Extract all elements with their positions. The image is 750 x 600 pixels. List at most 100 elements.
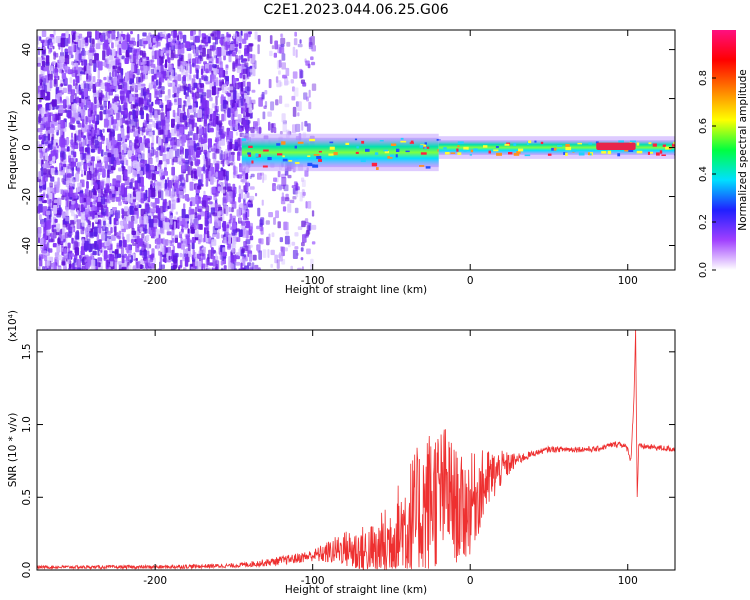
heatmap-cell bbox=[121, 55, 125, 60]
heatmap-cell bbox=[168, 64, 173, 73]
heatmap-cell bbox=[143, 65, 148, 74]
heatmap-cell bbox=[54, 149, 59, 159]
heatmap-cell bbox=[157, 86, 161, 90]
heatmap-cell bbox=[76, 63, 78, 70]
heatmap-cell bbox=[250, 126, 255, 133]
heatmap-cell bbox=[257, 207, 261, 217]
heatmap-cell bbox=[122, 239, 127, 248]
heatmap-cell bbox=[376, 167, 379, 170]
heatmap-cell bbox=[254, 122, 258, 131]
heatmap-cell bbox=[97, 136, 101, 142]
heatmap-cell bbox=[286, 41, 291, 47]
heatmap-cell bbox=[207, 48, 212, 59]
heatmap-cell bbox=[262, 165, 268, 168]
heatmap-cell bbox=[62, 174, 67, 180]
heatmap-cell bbox=[288, 160, 293, 162]
heatmap-cell bbox=[238, 127, 243, 133]
heatmap-cell bbox=[215, 171, 218, 178]
heatmap-cell bbox=[67, 111, 72, 119]
heatmap-cell bbox=[112, 178, 117, 187]
heatmap-cell bbox=[131, 230, 136, 235]
heatmap-cell bbox=[57, 197, 62, 206]
heatmap-cell bbox=[97, 78, 101, 84]
heatmap-cell bbox=[311, 45, 316, 52]
heatmap-cell bbox=[307, 201, 312, 209]
heatmap-cell bbox=[578, 152, 585, 156]
heatmap-cell bbox=[150, 63, 156, 68]
heatmap-cell bbox=[238, 35, 243, 42]
heatmap-cell bbox=[222, 251, 227, 257]
heatmap-cell bbox=[42, 78, 46, 86]
heatmap-cell bbox=[227, 191, 233, 201]
heatmap-cell bbox=[92, 76, 96, 83]
heatmap-cell bbox=[130, 255, 133, 263]
heatmap-cell bbox=[86, 232, 91, 238]
x-tick-label: 0 bbox=[467, 575, 474, 587]
heatmap-cell bbox=[157, 137, 162, 146]
heatmap-cell bbox=[151, 59, 154, 65]
heatmap-cell bbox=[164, 257, 167, 263]
heatmap-cell bbox=[275, 99, 279, 106]
heatmap-cell bbox=[649, 151, 653, 154]
heatmap-cell bbox=[47, 39, 50, 49]
heatmap-cell bbox=[84, 256, 88, 262]
heatmap-cell bbox=[80, 204, 84, 213]
heatmap-cell bbox=[220, 234, 224, 239]
heatmap-cell bbox=[172, 245, 175, 256]
heatmap-cell bbox=[52, 243, 57, 248]
heatmap-cell bbox=[119, 152, 122, 160]
spectrogram-y-axis-label: Frequency (Hz) bbox=[7, 110, 19, 189]
heatmap-cell bbox=[250, 263, 253, 270]
heatmap-cell bbox=[252, 66, 256, 77]
heatmap-cell bbox=[255, 192, 258, 197]
snr-y-axis-label: SNR (10 * v/v) bbox=[7, 413, 19, 488]
heatmap-cell bbox=[86, 202, 89, 213]
heatmap-cell bbox=[234, 141, 238, 149]
heatmap-cell bbox=[116, 220, 120, 225]
heatmap-cell bbox=[210, 255, 216, 260]
heatmap-cell bbox=[43, 67, 49, 72]
heatmap-cell bbox=[67, 251, 70, 260]
heatmap-cell bbox=[285, 231, 289, 235]
heatmap-cell bbox=[138, 177, 141, 184]
heatmap-cell bbox=[277, 153, 283, 156]
heatmap-cell bbox=[483, 145, 488, 148]
heatmap-cell bbox=[134, 64, 138, 74]
heatmap-cell bbox=[52, 45, 55, 50]
heatmap-cell bbox=[365, 148, 370, 152]
x-tick-label: -100 bbox=[301, 275, 325, 287]
heatmap-cell bbox=[56, 183, 60, 193]
heatmap-cell bbox=[93, 105, 96, 112]
heatmap-cell bbox=[202, 246, 206, 254]
heatmap-cell bbox=[87, 205, 90, 210]
heatmap-cell bbox=[291, 241, 296, 246]
heatmap-cell bbox=[177, 49, 182, 56]
heatmap-cell bbox=[232, 229, 238, 234]
heatmap-cell bbox=[151, 212, 154, 217]
heatmap-cell bbox=[277, 184, 283, 190]
heatmap-cell bbox=[268, 121, 271, 131]
heatmap-cell bbox=[256, 225, 260, 230]
heatmap-cell bbox=[176, 139, 181, 147]
heatmap-cell bbox=[245, 221, 251, 229]
heatmap-cell bbox=[115, 85, 119, 92]
heatmap-cell bbox=[37, 128, 43, 133]
heatmap-cell bbox=[225, 64, 229, 69]
heatmap-cell bbox=[99, 180, 105, 190]
heatmap-cell bbox=[133, 160, 138, 169]
heatmap-cell bbox=[628, 149, 634, 152]
heatmap-cell bbox=[100, 82, 105, 89]
heatmap-cell bbox=[495, 146, 499, 148]
heatmap-cell bbox=[119, 240, 122, 247]
heatmap-cell bbox=[103, 110, 107, 115]
heatmap-cell bbox=[130, 103, 135, 110]
heatmap-cell bbox=[43, 168, 47, 175]
heatmap-cell bbox=[123, 169, 128, 180]
heatmap-cell bbox=[206, 215, 210, 225]
heatmap-cell bbox=[390, 154, 395, 158]
heatmap-cell bbox=[160, 90, 165, 95]
heatmap-cell bbox=[189, 239, 193, 243]
heatmap-cell bbox=[40, 39, 45, 43]
heatmap-cell bbox=[240, 64, 245, 70]
heatmap-cell bbox=[105, 119, 110, 126]
